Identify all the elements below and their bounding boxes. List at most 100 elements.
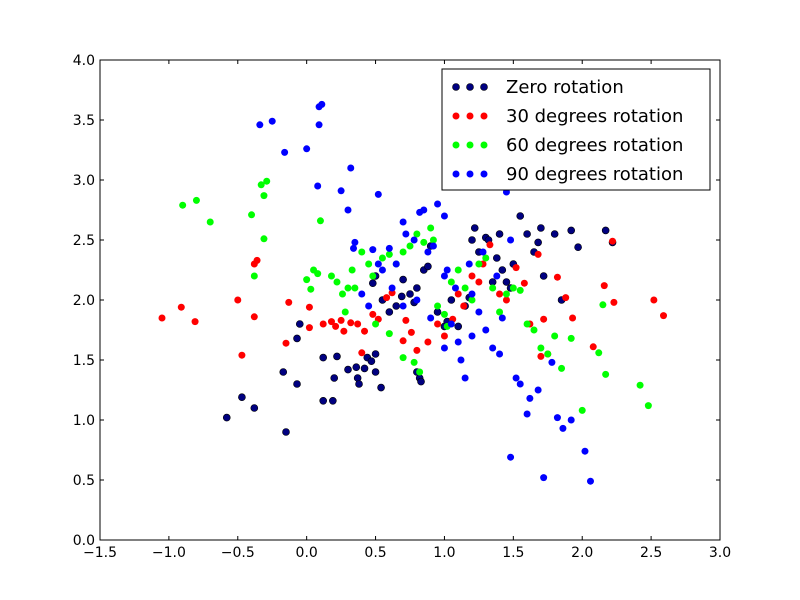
scatter-point [516, 380, 524, 388]
scatter-point [461, 374, 469, 382]
scatter-point [314, 182, 322, 190]
scatter-point [636, 381, 644, 389]
y-tick-label: 0.5 [73, 473, 95, 489]
scatter-point [492, 254, 501, 262]
scatter-point [600, 282, 608, 290]
scatter-point [416, 368, 424, 376]
scatter-point [397, 292, 406, 301]
x-tick-label: 1.0 [433, 545, 455, 561]
scatter-point [303, 276, 311, 284]
scatter-point [293, 334, 301, 343]
scatter-point [417, 377, 425, 386]
legend-entry: 30 degrees rotation [452, 106, 683, 127]
scatter-point [578, 406, 586, 414]
scatter-point [340, 327, 348, 335]
scatter-point [454, 322, 463, 331]
scatter-point [447, 320, 455, 328]
scatter-point [454, 338, 462, 346]
scatter-point [238, 351, 246, 359]
legend-label: Zero rotation [506, 77, 624, 98]
scatter-point [424, 248, 432, 256]
scatter-point [305, 303, 313, 311]
x-tick-label: −1.0 [152, 545, 186, 561]
legend-marker [466, 112, 474, 120]
scatter-point [429, 236, 437, 244]
y-tick-label: 3.5 [73, 113, 95, 129]
scatter-point [330, 374, 339, 382]
scatter-point [282, 428, 290, 436]
scatter-point [268, 117, 276, 125]
scatter-point [610, 298, 618, 306]
scatter-point [574, 243, 582, 251]
scatter-point [451, 284, 459, 292]
points-layer [158, 100, 668, 485]
scatter-point [465, 260, 473, 268]
scatter-point [372, 320, 380, 328]
scatter-point [365, 260, 373, 268]
scatter-point [520, 279, 528, 287]
scatter-point [369, 310, 377, 318]
scatter-point [385, 308, 394, 316]
scatter-point [447, 296, 456, 304]
scatter-point [407, 328, 415, 336]
scatter-point [544, 350, 552, 358]
scatter-point [413, 346, 421, 354]
ticks-layer: −1.5 −1.0 −0.5 0.0 0.5 1.0 1.5 2.0 2.5 3.0 0.0 0.5 1… [73, 53, 731, 561]
scatter-point [399, 302, 407, 310]
scatter-point [516, 286, 524, 294]
scatter-point [413, 296, 421, 304]
y-tick-label: 2.0 [73, 293, 95, 309]
scatter-point [260, 235, 268, 243]
scatter-point [327, 318, 335, 326]
scatter-point [410, 236, 418, 244]
scatter-point [341, 308, 349, 316]
scatter-point [562, 294, 570, 302]
scatter-point [427, 224, 435, 232]
legend: Zero rotation 30 degrees rotation 60 degre… [441, 68, 711, 191]
scatter-point [537, 344, 545, 352]
scatter-point [250, 313, 258, 321]
x-tick-label: 0.0 [296, 545, 318, 561]
scatter-point [260, 192, 268, 200]
scatter-point [447, 278, 455, 286]
scatter-point [257, 181, 265, 189]
scatter-point [347, 164, 355, 172]
scatter-point [488, 278, 497, 286]
scatter-point [433, 308, 442, 316]
scatter-point [470, 224, 479, 232]
x-tick-label: −1.5 [83, 545, 117, 561]
scatter-point [457, 356, 465, 364]
scatter-point [586, 477, 594, 485]
scatter-point [475, 278, 483, 286]
scatter-point [482, 254, 490, 262]
scatter-point [374, 190, 382, 198]
scatter-point [660, 312, 668, 320]
scatter-point [358, 248, 366, 256]
scatter-point [595, 349, 603, 357]
scatter-point [498, 314, 506, 322]
scatter-point [512, 374, 520, 382]
scatter-point [493, 272, 501, 280]
scatter-point [318, 100, 326, 108]
scatter-point [369, 246, 377, 254]
scatter-point [348, 266, 356, 274]
scatter-point [495, 230, 504, 238]
scatter-point [344, 206, 352, 214]
legend-marker [480, 141, 488, 149]
series-3 [256, 100, 594, 485]
scatter-point [468, 236, 476, 244]
scatter-point [420, 238, 428, 246]
scatter-point [534, 238, 542, 247]
scatter-point [475, 260, 483, 268]
scatter-point [454, 266, 462, 274]
scatter-point [507, 236, 515, 244]
scatter-point [307, 285, 315, 293]
legend-marker [466, 83, 474, 91]
scatter-point [502, 278, 511, 286]
legend-entry: Zero rotation [452, 77, 624, 98]
scatter-point [589, 343, 597, 351]
scatter-point [399, 337, 407, 345]
scatter-point [537, 352, 545, 360]
scatter-point [523, 230, 531, 238]
